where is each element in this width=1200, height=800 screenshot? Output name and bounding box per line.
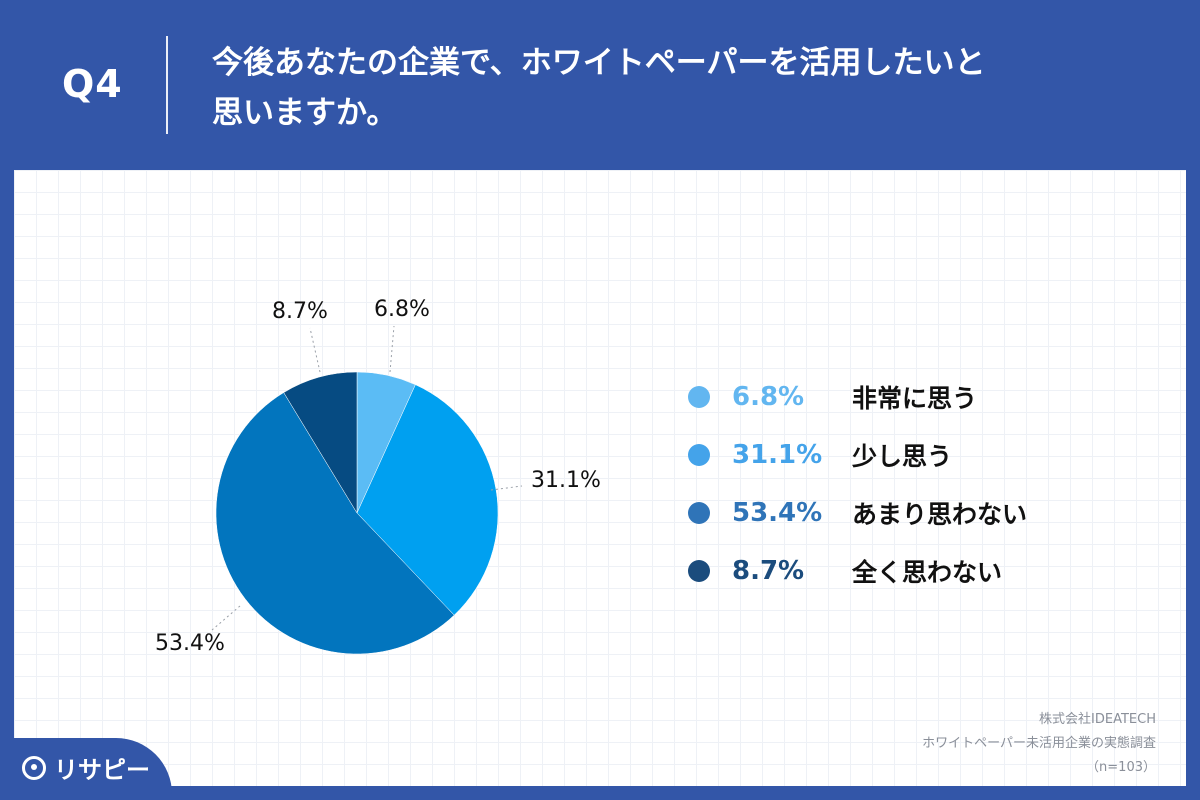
data-label: 8.7%	[272, 299, 328, 324]
brand-logo: リサピー	[22, 750, 150, 785]
legend-value: 8.7%	[732, 556, 805, 586]
legend-value: 53.4%	[732, 498, 823, 528]
pie-slice	[215, 392, 455, 655]
source-note: 株式会社IDEATECH ホワイトペーパー未活用企業の実態調査 （n=103）	[922, 708, 1156, 780]
legend-dot-icon	[688, 386, 710, 408]
legend-dot-icon	[688, 444, 710, 466]
source-company: 株式会社IDEATECH	[1039, 712, 1156, 727]
leader-line	[211, 605, 241, 631]
source-sample-size: （n=103）	[1086, 760, 1156, 775]
data-label: 53.4%	[155, 631, 225, 656]
legend-dot-icon	[688, 560, 710, 582]
legend-item: 53.4% あまり思わない	[688, 484, 1027, 542]
question-text: 今後あなたの企業で、ホワイトペーパーを活用したいと 思いますか。	[212, 45, 986, 131]
legend-item: 6.8% 非常に思う	[688, 368, 1027, 426]
data-label: 6.8%	[374, 297, 430, 322]
legend-label: あまり思わない	[852, 500, 1028, 529]
legend: 6.8% 非常に思う 31.1% 少し思う 53.4% あまり思わない 8.7%…	[688, 368, 1027, 600]
legend-item: 8.7% 全く思わない	[688, 542, 1027, 600]
leader-line	[490, 485, 523, 491]
header: Q4 今後あなたの企業で、ホワイトペーパーを活用したいと 思いますか。	[0, 0, 1200, 170]
logo-text: リサピー	[54, 756, 150, 784]
source-survey: ホワイトペーパー未活用企業の実態調査	[922, 736, 1156, 751]
chart-panel	[14, 170, 1186, 786]
leader-line	[309, 327, 321, 373]
header-divider	[166, 36, 168, 134]
legend-value: 31.1%	[732, 440, 823, 470]
leader-line	[389, 325, 395, 373]
pie-slice	[283, 371, 358, 514]
legend-label: 非常に思う	[852, 384, 978, 413]
legend-label: 全く思わない	[852, 558, 1003, 587]
legend-dot-icon	[688, 502, 710, 524]
data-label: 31.1%	[531, 468, 601, 493]
question-label: Q4	[62, 62, 123, 106]
legend-item: 31.1% 少し思う	[688, 426, 1027, 484]
legend-label: 少し思う	[852, 442, 953, 471]
legend-value: 6.8%	[732, 382, 805, 412]
magnifier-logo-icon	[22, 755, 46, 780]
